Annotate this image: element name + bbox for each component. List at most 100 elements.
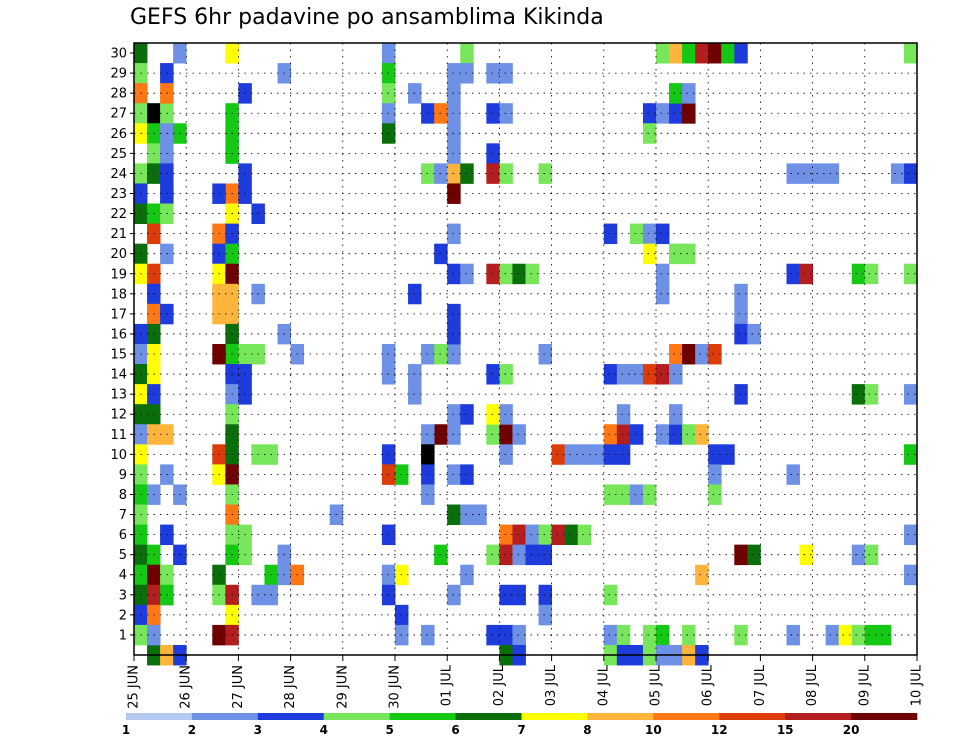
heatmap-cell <box>512 544 526 566</box>
heatmap-cell <box>512 524 526 546</box>
legend-color-swatch <box>323 713 390 720</box>
x-tick-label: 06 JUL <box>701 664 716 706</box>
heatmap-cell <box>903 524 918 546</box>
y-tick-label: 27 <box>110 107 127 122</box>
legend-label: 3 <box>254 723 262 737</box>
heatmap-cell <box>851 544 866 566</box>
heatmap-cell <box>616 444 631 465</box>
heatmap-cell <box>656 624 670 646</box>
heatmap-cell <box>864 384 879 405</box>
legend-color-swatch <box>851 713 918 720</box>
chart-title: GEFS 6hr padavine po ansamblima Kikinda <box>130 5 604 30</box>
heatmap-cell <box>551 524 566 546</box>
heatmap-cell <box>486 424 500 445</box>
y-tick-label: 18 <box>110 287 127 302</box>
heatmap-cell <box>642 243 657 265</box>
heatmap-cell <box>708 444 722 465</box>
heatmap-cell <box>682 103 696 124</box>
x-tick-label: 26 JUN <box>179 665 194 709</box>
heatmap-cell <box>564 524 579 546</box>
heatmap-cell <box>512 624 526 646</box>
heatmap-cell <box>656 263 670 285</box>
y-tick-label: 1 <box>119 628 127 643</box>
heatmap-cell <box>786 464 800 485</box>
heatmap-cell <box>486 404 500 425</box>
heatmap-cell <box>603 584 618 606</box>
heatmap-cell <box>486 163 500 184</box>
heatmap-cell <box>134 43 148 64</box>
y-tick-label: 17 <box>110 307 127 322</box>
heatmap-cell <box>538 604 552 626</box>
heatmap-cell <box>669 343 683 365</box>
heatmap-cell <box>903 43 918 64</box>
legend-color-swatch <box>785 713 852 720</box>
heatmap-cell <box>603 364 618 385</box>
heatmap-cell <box>538 524 552 546</box>
heatmap-cell <box>851 263 866 285</box>
heatmap-cell <box>499 444 513 465</box>
heatmap-cell <box>669 83 683 104</box>
heatmap-cell <box>499 524 513 546</box>
y-tick-label: 5 <box>119 548 127 563</box>
x-tick-label: 09 JUL <box>857 664 872 706</box>
heatmap-cell <box>525 524 539 546</box>
y-tick-label: 20 <box>110 247 127 262</box>
heatmap-cell <box>734 283 748 305</box>
heatmap-cell <box>629 424 644 445</box>
heatmap-cell <box>695 343 709 365</box>
heatmap-cell <box>903 163 918 184</box>
heatmap-cell <box>656 103 670 124</box>
grid-lines <box>134 43 917 655</box>
heatmap-cell <box>499 584 513 606</box>
heatmap-cell <box>486 364 500 385</box>
y-tick-label: 30 <box>110 47 127 62</box>
heatmap-cell <box>734 323 748 345</box>
heatmap-cell <box>695 43 709 64</box>
y-tick-label: 15 <box>110 348 127 363</box>
heatmap-cell <box>903 444 918 465</box>
y-tick-label: 19 <box>110 267 127 282</box>
heatmap-cell <box>825 163 840 184</box>
heatmap-cell <box>499 424 513 445</box>
heatmap-cell <box>499 544 513 566</box>
heatmap-cell <box>825 624 840 646</box>
legend-color-swatch <box>126 713 193 720</box>
heatmap-cell <box>538 343 552 365</box>
heatmap-cell <box>851 624 866 646</box>
y-tick-label: 12 <box>110 408 127 423</box>
heatmap-cell <box>734 303 748 325</box>
heatmap-cell <box>734 384 748 405</box>
heatmap-cell <box>616 484 631 505</box>
heatmap-cell <box>642 223 657 245</box>
heatmap-cell <box>656 283 670 305</box>
heatmap-cell <box>642 123 657 144</box>
heatmap-cell <box>629 223 644 245</box>
heatmap-cell <box>656 223 670 245</box>
legend-label: 20 <box>843 723 860 737</box>
heatmap-cell <box>864 544 879 566</box>
x-tick-label: 30 JUN <box>388 665 403 709</box>
heatmap-cell <box>851 384 866 405</box>
y-tick-label: 4 <box>119 568 127 583</box>
plot-frame <box>133 42 918 656</box>
heatmap-cell <box>734 544 748 566</box>
x-tick-label: 02 JUL <box>492 664 507 706</box>
heatmap-cell <box>499 364 513 385</box>
legend-color-swatch <box>389 713 456 720</box>
y-tick-label: 3 <box>119 588 127 603</box>
heatmap-cell <box>734 43 748 64</box>
heatmap-cell <box>603 424 618 445</box>
y-tick-label: 14 <box>110 368 127 383</box>
legend-label: 5 <box>385 723 393 737</box>
heatmap-cell <box>486 544 500 566</box>
heatmap-cell <box>799 163 813 184</box>
x-tick-label: 03 JUL <box>544 664 559 706</box>
x-tick-label: 07 JUL <box>753 664 768 706</box>
x-tick-label: 08 JUL <box>805 664 820 706</box>
colorbar-legend: 1 2 3 4 5 6 7 8 10 12 15 20 <box>122 713 918 737</box>
heatmap-cell <box>903 263 918 285</box>
legend-label: 8 <box>583 723 591 737</box>
legend-label: 4 <box>320 723 328 737</box>
heatmap-cell <box>629 364 644 385</box>
